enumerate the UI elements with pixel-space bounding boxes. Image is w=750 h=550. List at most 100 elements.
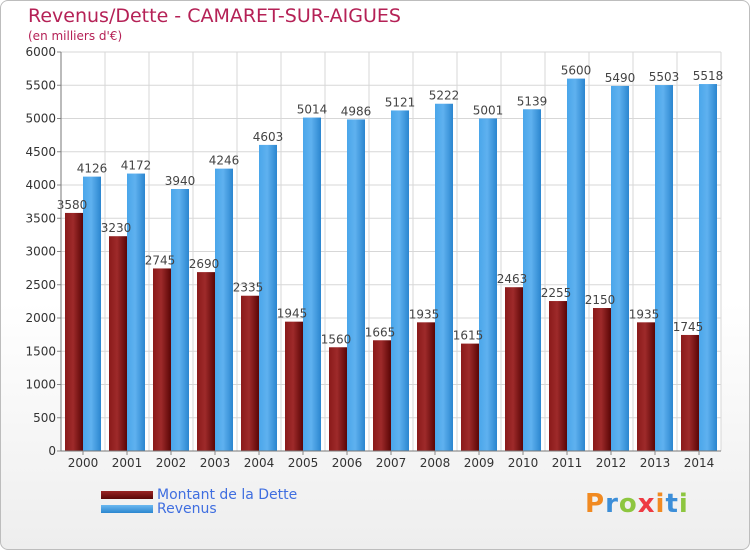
bar-revenue [699, 84, 717, 451]
data-label-revenue: 5222 [429, 89, 460, 103]
logo-letter: P [585, 489, 606, 519]
bar-revenue [127, 173, 145, 451]
data-label-revenue: 3940 [165, 174, 196, 188]
x-tick-label: 2009 [464, 456, 495, 470]
bar-debt [417, 322, 435, 451]
x-tick-label: 2007 [376, 456, 407, 470]
x-tick-label: 2014 [684, 456, 715, 470]
x-tick-label: 2011 [552, 456, 583, 470]
logo-letter: i [655, 489, 666, 519]
data-label-debt: 1615 [453, 329, 484, 343]
legend-label-revenue: Revenus [157, 501, 217, 517]
y-tick-label: 4500 [25, 145, 56, 159]
bar-revenue [435, 103, 453, 451]
data-label-revenue: 5600 [561, 64, 592, 78]
bar-debt [285, 321, 303, 451]
bar-revenue [83, 176, 101, 451]
data-label-revenue: 4126 [77, 162, 108, 176]
data-label-debt: 2745 [145, 253, 176, 267]
bar-debt [373, 340, 391, 451]
bar-revenue [523, 109, 541, 451]
y-tick-label: 2000 [25, 311, 56, 325]
bar-debt [593, 308, 611, 451]
x-tick-label: 2000 [68, 456, 99, 470]
proxiti-logo: Proxiti [585, 489, 689, 519]
bar-revenue [347, 119, 365, 451]
logo-letter: t [665, 489, 679, 519]
x-tick-label: 2013 [640, 456, 671, 470]
data-label-revenue: 4246 [209, 154, 240, 168]
data-label-debt: 1560 [321, 332, 352, 346]
data-label-debt: 2690 [189, 257, 220, 271]
legend-swatch-revenue [101, 505, 153, 513]
bar-debt [329, 347, 347, 451]
bar-debt [241, 295, 259, 451]
y-tick-label: 6000 [25, 45, 56, 59]
bar-revenue [303, 117, 321, 451]
bar-debt [549, 301, 567, 451]
logo-letter: o [618, 489, 638, 519]
bar-revenue [171, 188, 189, 452]
bar-debt [197, 272, 215, 451]
y-tick-label: 3500 [25, 211, 56, 225]
data-label-revenue: 4172 [121, 159, 152, 173]
data-label-revenue: 5121 [385, 95, 416, 109]
logo-letter: r [605, 489, 619, 519]
chart-subtitle: (en milliers d'€) [28, 29, 123, 43]
data-label-revenue: 5503 [649, 70, 680, 84]
y-tick-label: 0 [48, 444, 56, 458]
data-label-debt: 2150 [585, 293, 616, 307]
bar-debt [461, 343, 479, 451]
x-tick-label: 2004 [244, 456, 275, 470]
x-tick-label: 2005 [288, 456, 319, 470]
data-label-debt: 2255 [541, 286, 572, 300]
legend-item-debt: Montant de la Dette [101, 488, 297, 502]
legend-swatch-debt [101, 491, 153, 499]
x-tick-label: 2008 [420, 456, 451, 470]
bar-debt [65, 212, 83, 451]
data-label-debt: 3580 [57, 198, 88, 212]
x-tick-label: 2001 [112, 456, 143, 470]
y-tick-label: 1000 [25, 378, 56, 392]
y-tick-label: 2500 [25, 278, 56, 292]
bar-revenue [567, 78, 585, 451]
data-label-revenue: 5001 [473, 103, 504, 117]
data-label-revenue: 4986 [341, 104, 372, 118]
bar-debt [109, 236, 127, 451]
x-tick-label: 2002 [156, 456, 187, 470]
bar-revenue [611, 85, 629, 451]
y-tick-label: 5000 [25, 112, 56, 126]
legend-item-revenue: Revenus [101, 502, 217, 516]
data-label-debt: 1935 [629, 307, 660, 321]
bar-revenue [391, 110, 409, 452]
bar-revenue [259, 144, 277, 451]
x-tick-label: 2003 [200, 456, 231, 470]
y-tick-label: 3000 [25, 245, 56, 259]
logo-letter: x [637, 489, 656, 519]
data-label-debt: 1745 [673, 320, 704, 334]
bar-revenue [655, 85, 673, 451]
bar-debt [505, 287, 523, 451]
data-label-revenue: 5014 [297, 103, 328, 117]
data-label-debt: 2335 [233, 281, 264, 295]
data-label-revenue: 5490 [605, 71, 636, 85]
legend-label-debt: Montant de la Dette [157, 487, 298, 503]
logo-letter: i [678, 489, 689, 519]
data-label-debt: 1665 [365, 325, 396, 339]
y-tick-label: 1500 [25, 344, 56, 358]
bar-revenue [215, 168, 233, 452]
chart-title: Revenus/Dette - CAMARET-SUR-AIGUES [28, 5, 401, 27]
x-tick-label: 2010 [508, 456, 539, 470]
bar-revenue [479, 118, 497, 451]
data-label-debt: 1945 [277, 307, 308, 321]
data-label-debt: 2463 [497, 272, 528, 286]
bar-debt [681, 334, 699, 451]
data-label-revenue: 4603 [253, 130, 284, 144]
data-label-debt: 3230 [101, 221, 132, 235]
bar-debt [637, 322, 655, 451]
data-label-revenue: 5518 [693, 69, 724, 83]
data-label-revenue: 5139 [517, 94, 548, 108]
y-tick-label: 4000 [25, 178, 56, 192]
x-tick-label: 2012 [596, 456, 627, 470]
